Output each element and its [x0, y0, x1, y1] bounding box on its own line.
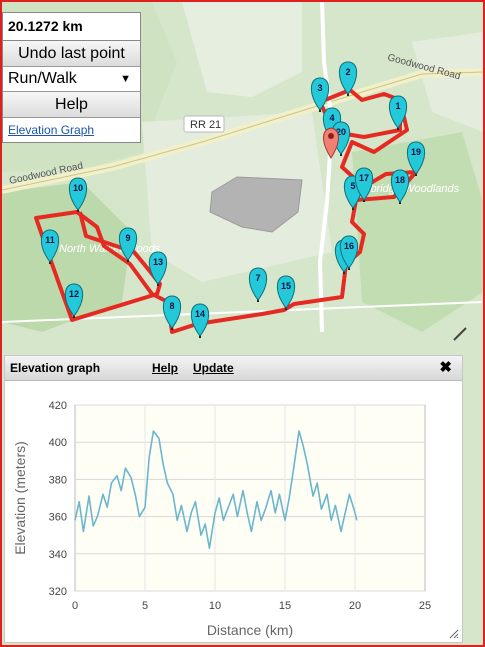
x-tick-label: 20 [349, 600, 361, 612]
route-marker-label: 8 [169, 301, 174, 311]
road-line [317, 2, 335, 333]
panel-titlebar[interactable]: Elevation graph Help Update ✖ [5, 356, 462, 381]
y-tick-label: 340 [49, 549, 67, 561]
field-area [182, 2, 302, 97]
route-marker-label: 19 [411, 147, 421, 157]
y-tick-label: 320 [49, 586, 67, 598]
route-marker-14[interactable]: 14 [190, 303, 210, 338]
road-label: RR 21 [190, 119, 221, 131]
route-marker-1[interactable]: 1 [388, 95, 408, 130]
route-marker-15[interactable]: 15 [276, 275, 296, 310]
route-controls: 20.1272 km Undo last point Run/Walk ▼ He… [2, 12, 141, 143]
route-marker-label: 15 [281, 281, 291, 291]
route-marker-label: 3 [317, 83, 322, 93]
mode-select[interactable]: Run/Walk ▼ [3, 67, 140, 92]
map-edge-handle [453, 327, 467, 341]
place-label: Uxbridge Woodlands [357, 183, 460, 195]
forest-area [352, 132, 483, 332]
y-tick-label: 420 [49, 400, 67, 412]
route-marker-label: 13 [153, 257, 163, 267]
route-marker-11[interactable]: 11 [40, 229, 60, 264]
distance-readout: 20.1272 km [3, 13, 140, 41]
route-markers: 1234567891011121314151617181920 [40, 61, 426, 338]
route-marker-8[interactable]: 8 [162, 295, 182, 330]
elevation-chart: 320 340 360 380 400 420 0 5 10 15 20 25 Distance (km… [12, 400, 431, 638]
route-marker-12[interactable]: 12 [64, 283, 84, 318]
plot-area [74, 404, 426, 592]
route-marker-3[interactable]: 3 [310, 77, 330, 112]
x-axis-label: Distance (km) [207, 622, 293, 638]
y-tick-label: 380 [49, 474, 67, 486]
x-tick-label: 0 [72, 600, 78, 612]
route-marker-label: 17 [359, 173, 369, 183]
route-marker-label: 10 [73, 183, 83, 193]
elevation-graph-link[interactable]: Elevation Graph [3, 118, 140, 142]
y-axis-label: Elevation (meters) [12, 441, 28, 555]
route-marker-2[interactable]: 2 [338, 61, 358, 96]
field-area [412, 32, 483, 132]
route-marker-label: 2 [345, 67, 350, 77]
panel-title: Elevation graph [10, 361, 101, 375]
mode-select-value: Run/Walk [8, 70, 77, 87]
route-marker-label: 11 [45, 235, 55, 245]
x-tick-label: 10 [209, 600, 221, 612]
route-marker-label: 16 [344, 241, 354, 251]
route-marker-9[interactable]: 9 [118, 227, 138, 262]
route-marker-19[interactable]: 19 [406, 141, 426, 176]
chevron-down-icon: ▼ [120, 73, 131, 85]
quarry-area [209, 176, 303, 233]
route-marker-label: 5 [350, 181, 355, 191]
x-tick-label: 25 [419, 600, 431, 612]
undo-button[interactable]: Undo last point [3, 41, 140, 67]
help-button[interactable]: Help [3, 92, 140, 118]
route-marker-label: 18 [395, 175, 405, 185]
route-marker-16[interactable]: 16 [339, 235, 359, 270]
route-shield [183, 115, 225, 133]
route-marker-13[interactable]: 13 [148, 251, 168, 286]
resize-grip-icon[interactable] [447, 627, 459, 639]
route-marker-7[interactable]: 7 [248, 267, 268, 302]
current-point-pin-icon[interactable] [323, 127, 339, 159]
elevation-panel: Elevation graph Help Update ✖ 320 340 360 3… [4, 355, 463, 643]
x-tick-label: 15 [279, 600, 291, 612]
route-marker-label: 4 [329, 113, 334, 123]
route-marker-18[interactable]: 18 [390, 169, 410, 204]
route-marker-label: 9 [125, 233, 130, 243]
route-marker-label: 14 [195, 309, 205, 319]
x-tick-label: 5 [142, 600, 148, 612]
close-icon[interactable]: ✖ [439, 359, 452, 376]
y-tick-label: 400 [49, 437, 67, 449]
panel-update-link[interactable]: Update [193, 361, 234, 375]
route-marker-label: 7 [255, 273, 260, 283]
route-marker-label: 1 [395, 101, 400, 111]
road-edge [2, 71, 483, 191]
elevation-series-line [74, 430, 358, 549]
route-marker-17[interactable]: 17 [354, 167, 374, 202]
route-marker-label: 12 [69, 289, 79, 299]
y-tick-label: 360 [49, 512, 67, 524]
route-marker-label: 20 [336, 127, 346, 137]
panel-help-link[interactable]: Help [152, 361, 179, 375]
route-marker-10[interactable]: 10 [68, 177, 88, 212]
